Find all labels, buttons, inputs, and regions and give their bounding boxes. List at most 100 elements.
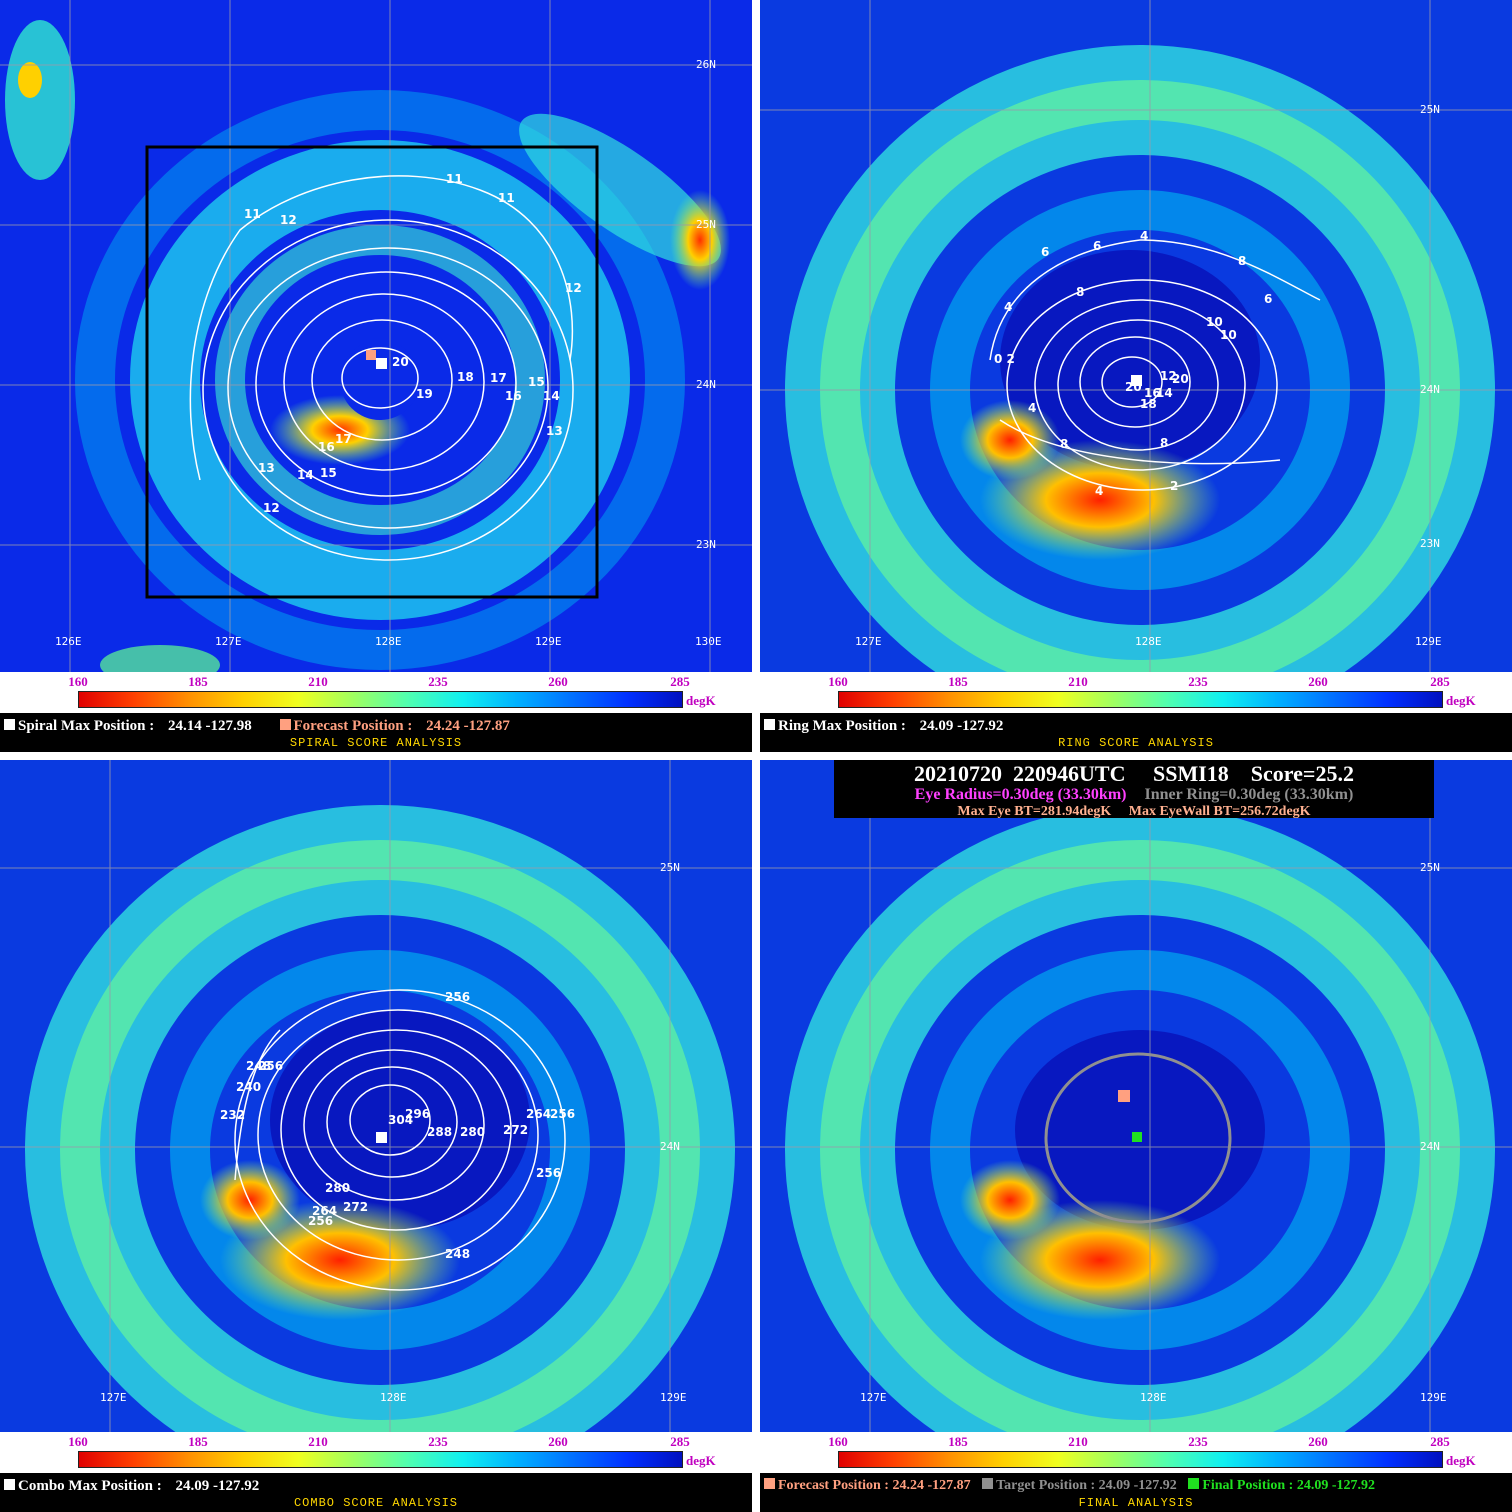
final-square-icon xyxy=(1188,1478,1200,1489)
lat-labels: 25N 24N xyxy=(660,861,680,1153)
forecast-position-marker xyxy=(1118,1090,1130,1102)
contour-label: 296 xyxy=(405,1107,430,1121)
contour-label: 304 xyxy=(388,1113,413,1127)
lon-label: 128E xyxy=(1135,635,1162,648)
forecast-square-icon xyxy=(279,719,291,730)
legend-tick: 285 xyxy=(1430,1434,1450,1449)
forecast-label: Forecast Position : xyxy=(293,718,413,734)
contour-label: 11 xyxy=(498,191,515,205)
legend-tick: 210 xyxy=(1068,1434,1088,1449)
lat-labels: 25N 24N xyxy=(1420,861,1440,1153)
contour-label: 17 xyxy=(335,432,352,446)
combo-infobar: Combo Max Position : 24.09 -127.92 COMBO… xyxy=(0,1473,752,1512)
legend-tick: 260 xyxy=(1308,674,1328,689)
legend-tick: 260 xyxy=(548,1434,568,1449)
legend-tick: 160 xyxy=(828,1434,848,1449)
lon-labels: 127E 128E 129E xyxy=(860,1391,1447,1404)
legend-tick: 235 xyxy=(428,1434,448,1449)
forecast-position-text: Forecast Position : 24.24 -127.87 xyxy=(778,1478,971,1493)
contour-label: 12 xyxy=(263,501,280,515)
legend-tick: 235 xyxy=(1188,1434,1208,1449)
contour-label: 18 xyxy=(1140,397,1157,411)
lat-label: 25N xyxy=(660,861,680,874)
combo-max-value: 24.09 -127.92 xyxy=(175,1478,260,1494)
legend-tick: 285 xyxy=(1430,674,1450,689)
contour-label: 16 xyxy=(1144,386,1161,400)
contour-label: 256 xyxy=(536,1166,561,1180)
lon-label: 127E xyxy=(100,1391,127,1404)
contour-label: 6 xyxy=(1041,245,1049,259)
contour-label: 2 xyxy=(1170,479,1178,493)
legend-colorbar xyxy=(78,691,683,708)
contour-label: 280 xyxy=(325,1181,350,1195)
contour-label: 20 xyxy=(1172,372,1189,386)
legend-tick: 185 xyxy=(188,1434,208,1449)
lat-label: 25N xyxy=(1420,103,1440,116)
contour-label: 4 xyxy=(1095,484,1103,498)
contour-label: 264 xyxy=(312,1204,337,1218)
ring-panel: 4 6 6 8 6 8 4 10 10 0 2 12 20 20 16 14 4… xyxy=(760,0,1512,752)
contour-label: 13 xyxy=(258,461,275,475)
contour-label: 4 xyxy=(1004,300,1012,314)
combo-map: 256 248 256 240 232 304 296 288 280 272 … xyxy=(0,760,752,1432)
ring-map: 4 6 6 8 6 8 4 10 10 0 2 12 20 20 16 14 4… xyxy=(760,0,1512,672)
spiral-panel: 11 11 11 12 12 20 18 17 15 19 16 14 13 1… xyxy=(0,0,752,752)
legend-unit: degK xyxy=(686,1453,716,1468)
legend-tick: 235 xyxy=(428,674,448,689)
lon-label: 128E xyxy=(380,1391,407,1404)
contour-label: 19 xyxy=(416,387,433,401)
lon-label: 126E xyxy=(55,635,82,648)
legend-tick: 160 xyxy=(68,674,88,689)
lon-label: 127E xyxy=(860,1391,887,1404)
legend-unit: degK xyxy=(1446,693,1476,708)
contour-label: 256 xyxy=(308,1214,333,1228)
combo-max-marker xyxy=(376,1132,387,1143)
contour-label: 14 xyxy=(1156,386,1173,400)
spiral-max-marker xyxy=(376,358,387,369)
panel-title: SPIRAL SCORE ANALYSIS xyxy=(289,736,463,750)
final-header: 20210720 220946UTC SSMI18 Score=25.2 Eye… xyxy=(834,760,1434,819)
legend-tick: 260 xyxy=(1308,1434,1328,1449)
contour-label: 16 xyxy=(505,389,522,403)
legend-unit: degK xyxy=(686,693,716,708)
contour-label: 13 xyxy=(546,424,563,438)
inner-ring-text: Inner Ring=0.30deg (33.30km) xyxy=(1144,786,1354,803)
contour-label: 256 xyxy=(258,1059,283,1073)
contour-label: 12 xyxy=(1160,369,1177,383)
legend-tick: 210 xyxy=(1068,674,1088,689)
final-panel: 25N 24N 127E 128E 129E 20210720 220946UT… xyxy=(760,760,1512,1512)
contour-label: 11 xyxy=(244,207,261,221)
lat-label: 25N xyxy=(696,218,716,231)
contour-label: 10 xyxy=(1220,328,1237,342)
lon-label: 128E xyxy=(375,635,402,648)
spiral-contour-labels: 11 11 11 12 12 20 18 17 15 19 16 14 13 1… xyxy=(244,172,582,515)
contour-label: 256 xyxy=(445,990,470,1004)
legend-colorbar xyxy=(78,1451,683,1468)
legend-tick: 160 xyxy=(68,1434,88,1449)
legend-tick: 185 xyxy=(948,1434,968,1449)
contour-label: 8 xyxy=(1060,437,1068,451)
header-date-score: 20210720 220946UTC SSMI18 Score=25.2 xyxy=(914,761,1354,786)
contour-label: 8 xyxy=(1238,254,1246,268)
lat-label: 24N xyxy=(696,378,716,391)
max-square-icon xyxy=(4,719,15,730)
lon-label: 127E xyxy=(855,635,882,648)
lat-label: 23N xyxy=(696,538,716,551)
ring-max-marker xyxy=(1131,375,1142,386)
legend-colorbar xyxy=(838,691,1443,708)
contour-label: 240 xyxy=(236,1080,261,1094)
final-infobar: Forecast Position : 24.24 -127.87 Target… xyxy=(760,1473,1512,1512)
contour-label: 264 xyxy=(526,1107,551,1121)
panel-title: FINAL ANALYSIS xyxy=(1078,1496,1194,1510)
lon-label: 127E xyxy=(215,635,242,648)
contour-label: 256 xyxy=(550,1107,575,1121)
contour-label: 15 xyxy=(528,375,545,389)
eye-radius-text: Eye Radius=0.30deg (33.30km) xyxy=(914,786,1127,803)
contour-label: 8 xyxy=(1160,436,1168,450)
contour-label: 11 xyxy=(446,172,463,186)
forecast-position-marker xyxy=(366,350,376,360)
contour-label: 20 xyxy=(392,355,409,369)
eye-radius-circle xyxy=(1044,1052,1232,1224)
lon-labels: 127E 128E 129E xyxy=(100,1391,687,1404)
lat-label: 24N xyxy=(1420,383,1440,396)
